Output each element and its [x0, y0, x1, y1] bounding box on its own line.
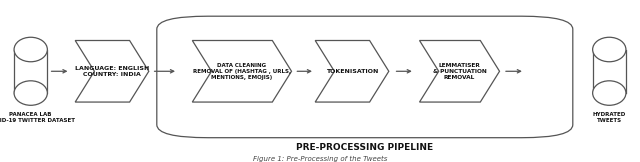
Text: TOKENISATION: TOKENISATION	[326, 69, 378, 74]
Text: Figure 1: Pre-Processing of the Tweets: Figure 1: Pre-Processing of the Tweets	[253, 156, 387, 162]
Polygon shape	[593, 50, 626, 93]
Ellipse shape	[593, 37, 626, 62]
Text: PANACEA LAB
COVID-19 TWITTER DATASET: PANACEA LAB COVID-19 TWITTER DATASET	[0, 112, 75, 123]
Text: HYDRATED
TWEETS: HYDRATED TWEETS	[593, 112, 626, 123]
Ellipse shape	[14, 37, 47, 62]
Text: DATA CLEANING
REMOVAL OF (HASHTAG , URLS,
MENTIONS, EMOJIS): DATA CLEANING REMOVAL OF (HASHTAG , URLS…	[193, 63, 291, 80]
Polygon shape	[76, 40, 148, 102]
Polygon shape	[14, 50, 47, 93]
Text: PRE-PROCESSING PIPELINE: PRE-PROCESSING PIPELINE	[296, 143, 433, 152]
Ellipse shape	[593, 81, 626, 105]
FancyBboxPatch shape	[157, 16, 573, 138]
Polygon shape	[192, 40, 292, 102]
Text: LEMMATISER
& PUNCTUATION
REMOVAL: LEMMATISER & PUNCTUATION REMOVAL	[433, 63, 486, 80]
Text: LANGUAGE: ENGLISH
COUNTRY: INDIA: LANGUAGE: ENGLISH COUNTRY: INDIA	[75, 66, 149, 77]
Ellipse shape	[14, 81, 47, 105]
Polygon shape	[316, 40, 389, 102]
Polygon shape	[420, 40, 499, 102]
